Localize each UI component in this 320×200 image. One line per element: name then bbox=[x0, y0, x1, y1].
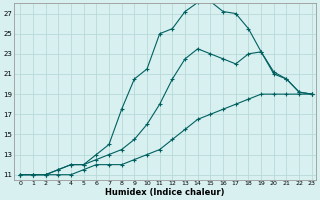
X-axis label: Humidex (Indice chaleur): Humidex (Indice chaleur) bbox=[105, 188, 225, 197]
